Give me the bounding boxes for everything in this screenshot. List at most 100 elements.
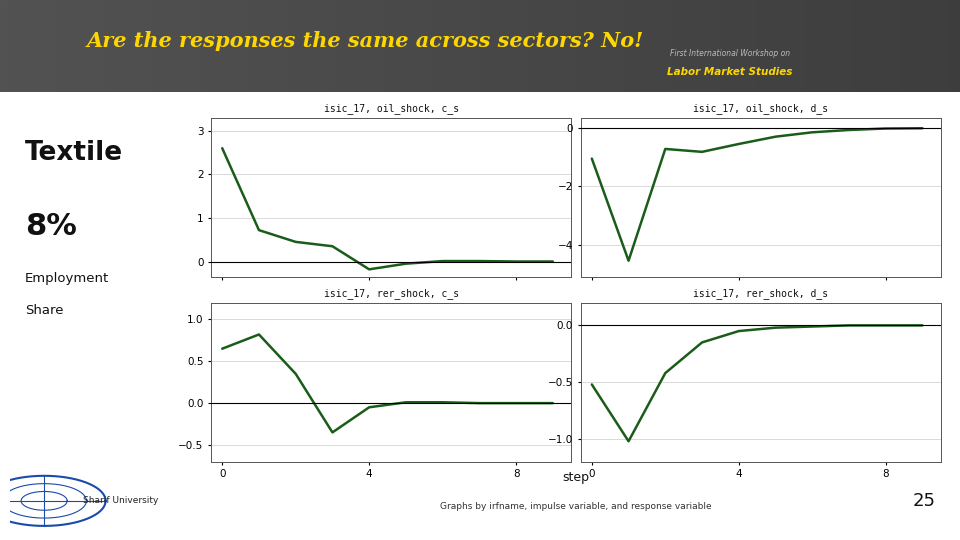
Bar <box>931 0 941 92</box>
Bar <box>749 0 758 92</box>
Bar <box>797 0 806 92</box>
Bar <box>912 0 922 92</box>
Bar <box>518 0 528 92</box>
Text: step: step <box>563 471 589 484</box>
Bar <box>768 0 778 92</box>
Bar <box>307 0 317 92</box>
Bar <box>624 0 634 92</box>
Bar <box>163 0 173 92</box>
Bar <box>269 0 278 92</box>
Bar <box>38 0 48 92</box>
Bar <box>451 0 461 92</box>
Text: 8%: 8% <box>25 212 77 241</box>
Bar <box>490 0 499 92</box>
Bar <box>509 0 518 92</box>
Bar <box>384 0 394 92</box>
Bar <box>672 0 682 92</box>
Bar <box>173 0 182 92</box>
Bar <box>682 0 691 92</box>
Bar <box>67 0 77 92</box>
Bar <box>355 0 365 92</box>
Text: isic_17, oil_shock, d_s: isic_17, oil_shock, d_s <box>693 103 828 114</box>
Bar <box>778 0 787 92</box>
Bar <box>115 0 125 92</box>
Bar <box>758 0 768 92</box>
Bar <box>278 0 288 92</box>
Bar <box>374 0 384 92</box>
Bar <box>19 0 29 92</box>
Bar <box>710 0 720 92</box>
Bar <box>826 0 835 92</box>
Text: Share: Share <box>25 303 63 316</box>
Text: Textile: Textile <box>25 140 123 166</box>
Bar <box>144 0 154 92</box>
Bar <box>29 0 38 92</box>
Bar <box>701 0 710 92</box>
Bar <box>864 0 874 92</box>
Bar <box>538 0 547 92</box>
Bar <box>106 0 115 92</box>
Bar <box>298 0 307 92</box>
Bar <box>691 0 701 92</box>
Bar <box>0 0 10 92</box>
Bar <box>499 0 509 92</box>
Bar <box>643 0 653 92</box>
Bar <box>240 0 250 92</box>
Bar <box>326 0 336 92</box>
Bar <box>365 0 374 92</box>
Bar <box>442 0 451 92</box>
Text: isic_17, rer_shock, c_s: isic_17, rer_shock, c_s <box>324 288 459 299</box>
Bar <box>941 0 950 92</box>
Text: Sharif University: Sharif University <box>83 496 158 505</box>
Bar <box>634 0 643 92</box>
Bar <box>182 0 192 92</box>
Bar <box>413 0 422 92</box>
Bar <box>48 0 58 92</box>
Bar <box>595 0 605 92</box>
Bar <box>787 0 797 92</box>
Bar <box>221 0 230 92</box>
Bar <box>10 0 19 92</box>
Text: isic_17, oil_shock, c_s: isic_17, oil_shock, c_s <box>324 103 459 114</box>
Bar <box>902 0 912 92</box>
Bar <box>470 0 480 92</box>
Bar <box>614 0 624 92</box>
Bar <box>432 0 442 92</box>
Bar <box>874 0 883 92</box>
Bar <box>394 0 403 92</box>
Bar <box>922 0 931 92</box>
Bar <box>58 0 67 92</box>
Bar <box>346 0 355 92</box>
Bar <box>730 0 739 92</box>
Bar <box>653 0 662 92</box>
Bar <box>950 0 960 92</box>
Bar <box>154 0 163 92</box>
Bar <box>854 0 864 92</box>
Bar <box>576 0 586 92</box>
Bar <box>86 0 96 92</box>
Bar <box>547 0 557 92</box>
Bar <box>422 0 432 92</box>
Bar <box>557 0 566 92</box>
Bar <box>125 0 134 92</box>
Bar <box>230 0 240 92</box>
Bar <box>192 0 202 92</box>
Bar <box>835 0 845 92</box>
Text: Employment: Employment <box>25 272 109 285</box>
Bar <box>77 0 86 92</box>
Bar <box>528 0 538 92</box>
Bar <box>250 0 259 92</box>
Bar <box>336 0 346 92</box>
Bar <box>883 0 893 92</box>
Bar <box>461 0 470 92</box>
Bar <box>720 0 730 92</box>
Bar <box>739 0 749 92</box>
Bar <box>662 0 672 92</box>
Bar <box>134 0 144 92</box>
Bar <box>605 0 614 92</box>
Bar <box>480 0 490 92</box>
Text: Labor Market Studies: Labor Market Studies <box>667 66 792 77</box>
Text: First International Workshop on: First International Workshop on <box>669 49 790 58</box>
Bar <box>403 0 413 92</box>
Bar <box>317 0 326 92</box>
